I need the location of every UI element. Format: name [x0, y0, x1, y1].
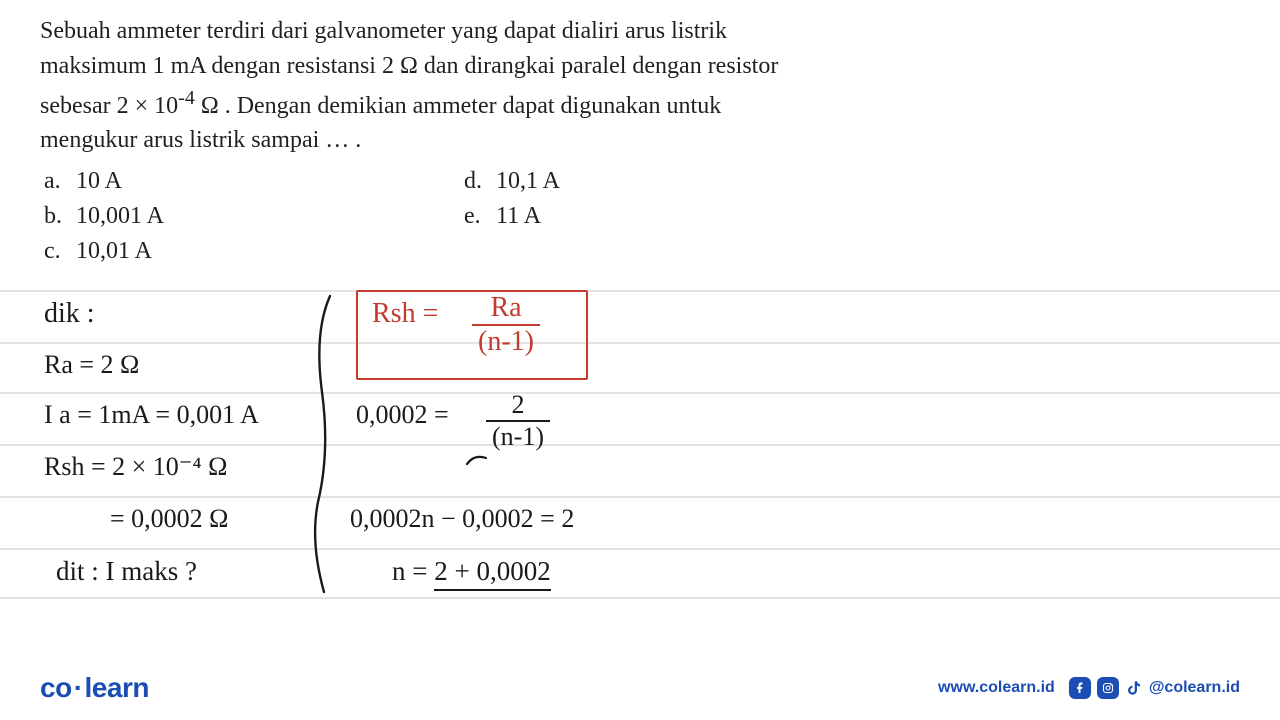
question-block: Sebuah ammeter terdiri dari galvanometer…: [0, 0, 1280, 269]
opt-d-label: d.: [460, 164, 496, 199]
footer-handle: @colearn.id: [1149, 679, 1240, 697]
footer-right: www.colearn.id @colearn.id: [938, 677, 1240, 699]
opt-d-text: 10,1 A: [496, 164, 560, 199]
logo: co·learn: [40, 672, 149, 704]
hw-step4: n = 2 + 0,0002: [392, 556, 551, 591]
rule-line: [0, 290, 1280, 292]
hw-step4-r: 2 + 0,0002: [434, 556, 550, 591]
options-col-right: d. 10,1 A e. 11 A: [460, 164, 560, 268]
rule-line: [0, 597, 1280, 599]
q-line1: Sebuah ammeter terdiri dari galvanometer…: [40, 18, 727, 44]
hw-formula-lhs: Rsh =: [372, 298, 438, 330]
logo-learn: learn: [85, 672, 149, 703]
divider-curve: [300, 292, 348, 602]
hw-rsh1: Rsh = 2 × 10⁻⁴ Ω: [44, 452, 227, 482]
opt-b-text: 10,001 A: [76, 199, 164, 234]
arrow-mark: [464, 450, 492, 472]
options-col-left: a. 10 A b. 10,001 A c. 10,01 A: [40, 164, 460, 268]
opt-e-text: 11 A: [496, 199, 541, 234]
hw-dit: dit : I maks ?: [56, 556, 197, 587]
footer: co·learn www.colearn.id @colearn.id: [0, 656, 1280, 720]
hw-ia: I a = 1mA = 0,001 A: [44, 400, 259, 430]
opt-c-label: c.: [40, 234, 76, 269]
hw-step2-frac: 2 (n-1): [486, 392, 550, 450]
opt-c-text: 10,01 A: [76, 234, 152, 269]
option-c: c. 10,01 A: [40, 234, 460, 269]
rule-line: [0, 392, 1280, 394]
hw-step3: 0,0002n − 0,0002 = 2: [350, 504, 574, 534]
facebook-icon: [1069, 677, 1091, 699]
tiktok-icon: [1125, 678, 1143, 698]
hw-formula-den: (n-1): [472, 324, 540, 356]
logo-dot: ·: [74, 672, 83, 703]
hw-formula-frac: Ra (n-1): [472, 294, 540, 356]
q-line3b: . Dengan demikian ammeter dapat digunaka…: [219, 93, 722, 119]
hw-step4-l: n =: [392, 556, 427, 586]
question-text: Sebuah ammeter terdiri dari galvanometer…: [40, 14, 1240, 158]
hw-dik: dik :: [44, 298, 95, 330]
q-line2a: maksimum 1 mA dengan resistansi 2: [40, 53, 400, 79]
hw-step2-lhs: 0,0002 =: [356, 400, 449, 430]
option-e: e. 11 A: [460, 199, 560, 234]
social-icons: @colearn.id: [1069, 677, 1240, 699]
ohm-1: Ω: [400, 53, 418, 79]
logo-co: co: [40, 672, 72, 703]
hw-step2-num: 2: [486, 392, 550, 420]
ohm-2: Ω: [201, 93, 219, 119]
instagram-icon: [1097, 677, 1119, 699]
opt-a-label: a.: [40, 164, 76, 199]
rule-line: [0, 342, 1280, 344]
q-exp: -4: [178, 87, 195, 109]
q-line2b: dan dirangkai paralel dengan resistor: [418, 53, 779, 79]
opt-a-text: 10 A: [76, 164, 122, 199]
opt-b-label: b.: [40, 199, 76, 234]
rule-line: [0, 496, 1280, 498]
q-line3a: sebesar 2 × 10: [40, 93, 178, 119]
option-a: a. 10 A: [40, 164, 460, 199]
hw-formula-num: Ra: [472, 294, 540, 324]
options: a. 10 A b. 10,001 A c. 10,01 A d. 10,1 A…: [40, 164, 1240, 268]
hw-rsh2: = 0,0002 Ω: [110, 504, 229, 534]
q-line4: mengukur arus listrik sampai … .: [40, 127, 361, 153]
option-b: b. 10,001 A: [40, 199, 460, 234]
footer-url: www.colearn.id: [938, 679, 1055, 697]
rule-line: [0, 444, 1280, 446]
option-d: d. 10,1 A: [460, 164, 560, 199]
hw-ra: Ra = 2 Ω: [44, 350, 139, 380]
opt-e-label: e.: [460, 199, 496, 234]
hw-step2-den: (n-1): [486, 420, 550, 450]
rule-line: [0, 548, 1280, 550]
